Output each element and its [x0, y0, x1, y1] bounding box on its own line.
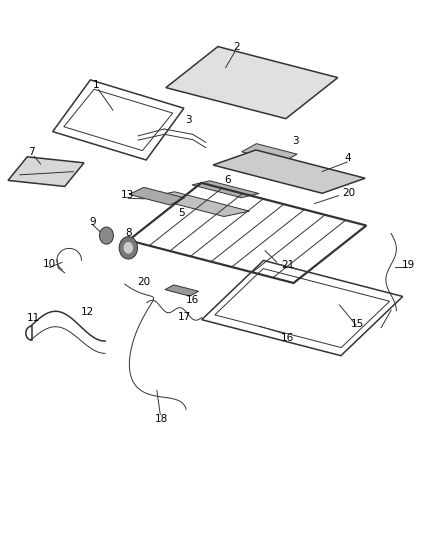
Text: 16: 16	[281, 334, 294, 343]
Text: 10: 10	[43, 260, 56, 269]
Text: 12: 12	[81, 307, 94, 317]
Text: 8: 8	[125, 228, 132, 238]
Polygon shape	[8, 157, 84, 187]
Text: 5: 5	[178, 208, 185, 218]
Text: 20: 20	[343, 188, 356, 198]
Polygon shape	[166, 46, 338, 119]
Circle shape	[99, 227, 113, 244]
Text: 9: 9	[89, 217, 96, 227]
Polygon shape	[129, 187, 184, 205]
Polygon shape	[213, 150, 365, 193]
Text: 6: 6	[224, 175, 231, 184]
Text: 15: 15	[350, 319, 364, 328]
Text: 21: 21	[282, 260, 295, 270]
Text: 18: 18	[155, 415, 168, 424]
Text: 19: 19	[402, 260, 415, 270]
Text: 1: 1	[93, 80, 100, 90]
Circle shape	[124, 242, 133, 254]
Polygon shape	[242, 143, 297, 163]
Polygon shape	[192, 181, 259, 198]
Polygon shape	[165, 285, 199, 296]
Text: 7: 7	[28, 148, 35, 157]
Circle shape	[119, 237, 138, 259]
Text: 17: 17	[177, 312, 191, 321]
Polygon shape	[149, 192, 250, 216]
Text: 16: 16	[186, 295, 199, 304]
Text: 4: 4	[345, 154, 352, 163]
Text: 13: 13	[121, 190, 134, 200]
Text: 11: 11	[27, 313, 40, 323]
Text: 3: 3	[292, 136, 299, 146]
Text: 2: 2	[233, 42, 240, 52]
Text: 20: 20	[137, 278, 150, 287]
Text: 3: 3	[185, 115, 192, 125]
